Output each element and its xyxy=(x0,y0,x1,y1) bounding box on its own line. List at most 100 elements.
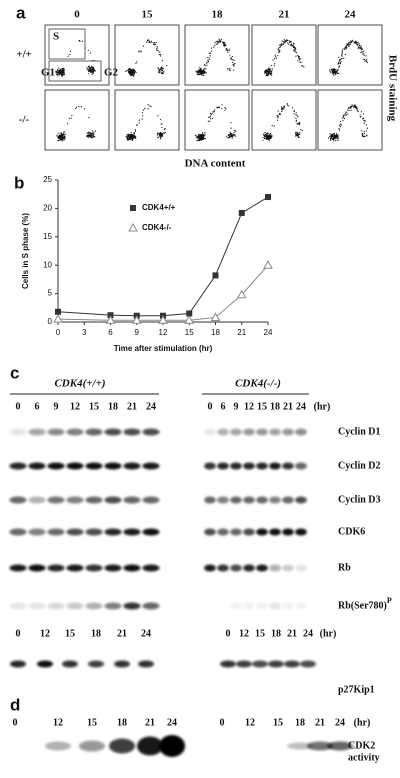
dot xyxy=(207,60,209,62)
lane-label: 18 xyxy=(271,628,281,639)
dot xyxy=(62,71,64,73)
dot xyxy=(63,136,65,138)
dot xyxy=(94,130,97,132)
dot xyxy=(60,138,62,140)
dot xyxy=(201,132,204,134)
dot xyxy=(202,136,205,139)
dot xyxy=(161,70,163,72)
blot-label: Cyclin D2 xyxy=(338,460,381,471)
dot xyxy=(205,72,207,74)
dot xyxy=(92,67,94,69)
dot xyxy=(133,132,135,134)
dot xyxy=(210,47,213,49)
band xyxy=(217,564,229,572)
dot xyxy=(209,120,211,122)
band xyxy=(47,564,65,572)
dot xyxy=(69,50,72,52)
dot xyxy=(233,131,235,133)
dot xyxy=(62,140,64,142)
band xyxy=(28,564,46,572)
dot xyxy=(281,42,283,45)
dot xyxy=(130,70,133,72)
dot xyxy=(266,135,268,137)
band xyxy=(230,602,242,610)
dot xyxy=(348,44,350,47)
dot xyxy=(274,54,276,56)
dot xyxy=(218,106,220,108)
dot xyxy=(277,47,279,49)
dot xyxy=(282,43,284,45)
dot xyxy=(280,108,283,110)
dot xyxy=(88,67,90,69)
dot xyxy=(87,136,90,138)
dot xyxy=(195,135,197,137)
dot xyxy=(334,72,336,74)
dot xyxy=(333,132,335,135)
dot xyxy=(221,41,224,43)
dot xyxy=(58,137,60,140)
dot xyxy=(331,134,333,137)
dot xyxy=(232,64,234,66)
band xyxy=(217,462,229,470)
dot xyxy=(341,53,343,55)
lane-label: 12 xyxy=(245,717,255,728)
dot xyxy=(90,71,92,73)
band xyxy=(142,602,160,610)
dot xyxy=(295,114,297,116)
dot xyxy=(218,38,220,40)
marker xyxy=(184,315,195,324)
band xyxy=(104,528,122,536)
dot xyxy=(270,71,273,73)
dot xyxy=(347,43,349,45)
band xyxy=(66,428,84,436)
dot xyxy=(270,134,272,137)
dot xyxy=(364,60,366,62)
dot xyxy=(340,60,342,62)
band xyxy=(282,564,294,572)
dot xyxy=(201,69,203,71)
dot xyxy=(328,137,330,139)
dot xyxy=(58,67,60,69)
dot xyxy=(283,105,285,107)
dot xyxy=(357,110,359,113)
dot xyxy=(66,122,69,124)
dot xyxy=(206,56,208,59)
dot xyxy=(64,133,66,135)
dot xyxy=(297,136,300,138)
dot xyxy=(141,112,144,114)
series-line xyxy=(57,264,269,321)
dot xyxy=(202,68,205,71)
dot xyxy=(329,136,331,138)
dot xyxy=(232,59,234,61)
dot xyxy=(366,127,368,129)
dot xyxy=(277,55,279,57)
dot xyxy=(264,134,266,136)
dot xyxy=(63,67,65,70)
lane-label: 21 xyxy=(127,401,137,412)
lane-label: 24 xyxy=(296,401,306,412)
dot xyxy=(128,71,131,74)
dot xyxy=(135,62,137,64)
dot xyxy=(264,132,266,134)
dot xyxy=(91,69,93,71)
dot xyxy=(224,45,226,47)
band xyxy=(104,564,122,572)
dot xyxy=(229,55,231,57)
dot xyxy=(265,137,268,140)
dot xyxy=(330,139,332,141)
dot xyxy=(91,73,93,75)
dot xyxy=(202,72,204,74)
lane-label: 18 xyxy=(295,717,305,728)
dot xyxy=(136,61,138,63)
dot xyxy=(129,136,131,138)
dot xyxy=(269,72,271,74)
dot xyxy=(200,71,202,74)
dot xyxy=(128,68,130,70)
marker xyxy=(128,222,138,232)
dot xyxy=(268,133,270,136)
band xyxy=(85,564,103,572)
dot xyxy=(270,72,273,75)
dot xyxy=(150,40,152,42)
assay-label: CDK2 xyxy=(348,740,375,751)
dot xyxy=(160,71,162,73)
